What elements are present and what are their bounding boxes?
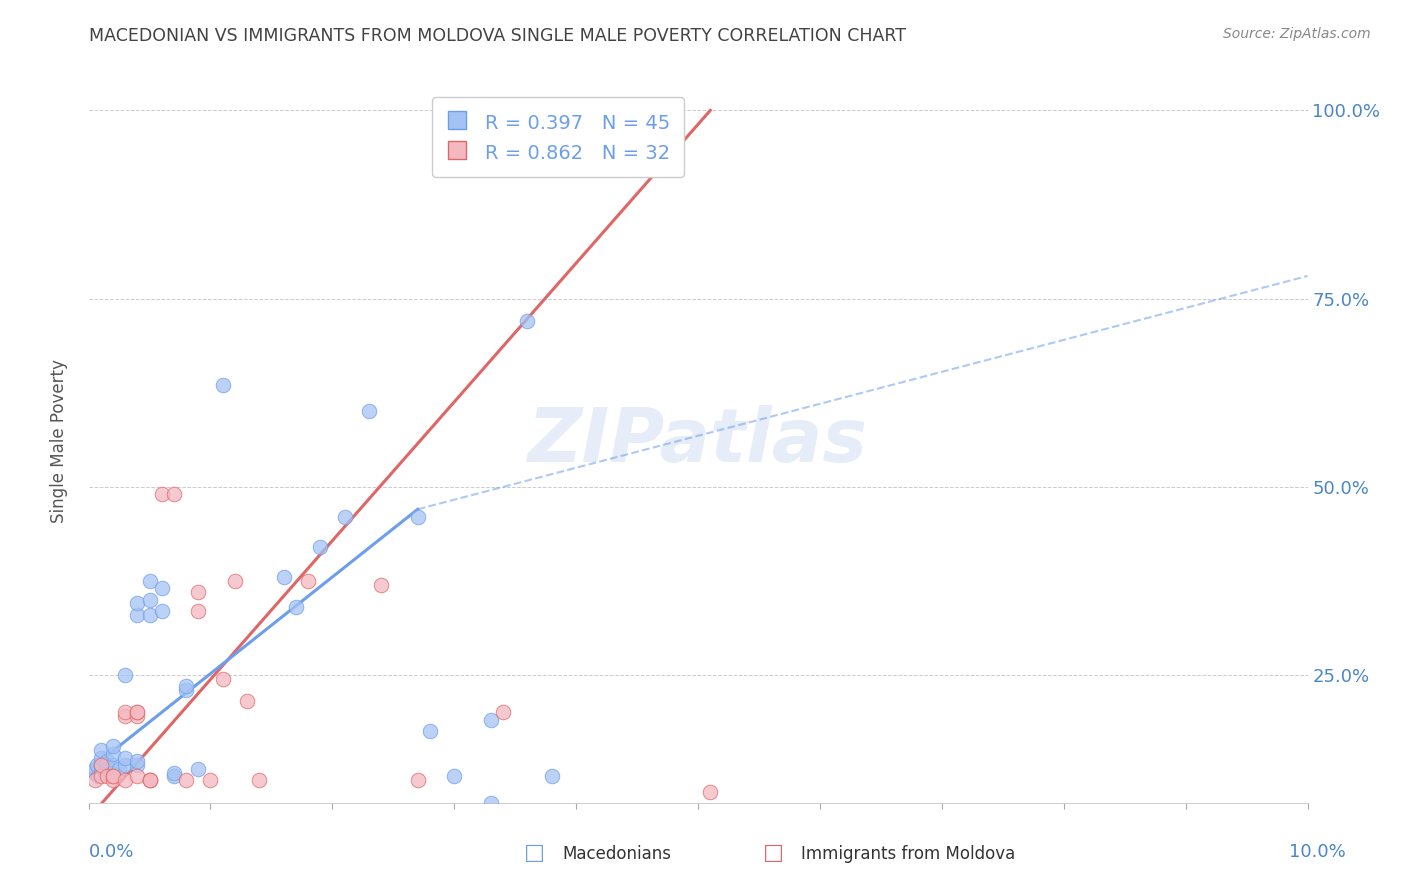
Point (127, 607, 149, 622)
Point (540, 769, 562, 783)
Point (127, 706, 149, 720)
Point (138, 773, 160, 788)
Text: Source: ZipAtlas.com: Source: ZipAtlas.com (1223, 27, 1371, 41)
Point (150, 582, 173, 596)
Point (297, 574, 319, 588)
Point (101, 758, 124, 772)
Point (200, 773, 222, 788)
Point (138, 773, 160, 788)
Point (247, 773, 270, 788)
Point (83, 765, 105, 780)
Point (127, 769, 149, 783)
Point (479, 796, 502, 810)
Point (224, 574, 246, 588)
Text: ZIPatlas: ZIPatlas (529, 405, 868, 478)
Point (187, 762, 209, 776)
Text: □: □ (524, 844, 544, 863)
Point (101, 747, 124, 761)
Point (211, 378, 233, 392)
Point (90, 765, 112, 780)
Text: Macedonians: Macedonians (562, 846, 672, 863)
Point (114, 709, 136, 723)
Point (163, 769, 186, 783)
Point (101, 769, 124, 783)
Point (96, 769, 118, 783)
Point (101, 765, 124, 780)
Y-axis label: Single Male Poverty: Single Male Poverty (49, 359, 67, 524)
Legend: R = 0.397   N = 45, R = 0.862   N = 32: R = 0.397 N = 45, R = 0.862 N = 32 (432, 97, 683, 178)
Point (101, 773, 124, 788)
Point (83, 762, 105, 776)
Point (479, 713, 502, 727)
Point (150, 604, 173, 618)
Point (174, 682, 197, 697)
Text: 0.0%: 0.0% (89, 843, 134, 861)
Point (333, 509, 356, 524)
Point (174, 773, 197, 788)
Point (138, 592, 160, 607)
Point (187, 585, 209, 599)
Point (211, 672, 233, 686)
Point (163, 765, 186, 780)
Point (127, 596, 149, 610)
Point (443, 769, 465, 783)
Point (419, 724, 441, 739)
Point (138, 773, 160, 788)
Point (114, 706, 136, 720)
Point (90, 758, 112, 772)
Point (284, 600, 307, 615)
Point (492, 706, 515, 720)
Point (150, 487, 173, 501)
Point (114, 773, 136, 788)
Point (273, 570, 295, 584)
Point (96, 762, 118, 776)
Point (86, 758, 108, 772)
Point (114, 750, 136, 764)
Point (101, 739, 124, 754)
Point (90, 750, 112, 764)
Point (90, 758, 112, 772)
Point (406, 773, 429, 788)
Point (370, 577, 392, 591)
Point (699, 784, 721, 798)
Point (357, 404, 380, 418)
Point (114, 668, 136, 682)
Text: 10.0%: 10.0% (1289, 843, 1346, 861)
Text: Immigrants from Moldova: Immigrants from Moldova (801, 846, 1015, 863)
Point (516, 314, 538, 328)
Text: □: □ (763, 844, 783, 863)
Point (174, 679, 197, 693)
Point (138, 607, 160, 622)
Point (127, 755, 149, 769)
Point (138, 574, 160, 588)
Point (127, 758, 149, 772)
Point (96, 755, 118, 769)
Point (90, 769, 112, 783)
Point (127, 709, 149, 723)
Point (406, 509, 429, 524)
Text: MACEDONIAN VS IMMIGRANTS FROM MOLDOVA SINGLE MALE POVERTY CORRELATION CHART: MACEDONIAN VS IMMIGRANTS FROM MOLDOVA SI… (89, 27, 905, 45)
Point (236, 694, 259, 708)
Point (309, 540, 332, 554)
Point (187, 604, 209, 618)
Point (90, 743, 112, 757)
Point (87, 769, 110, 783)
Point (101, 769, 124, 783)
Point (163, 487, 186, 501)
Point (108, 762, 131, 776)
Point (114, 758, 136, 772)
Point (83, 773, 105, 788)
Point (127, 706, 149, 720)
